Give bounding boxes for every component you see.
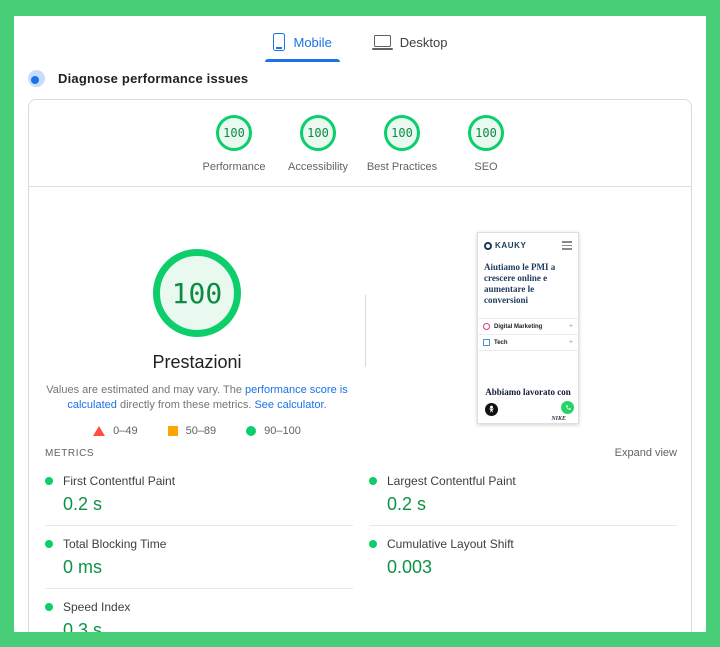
tab-mobile[interactable]: Mobile (257, 26, 348, 62)
metrics-title: METRICS (45, 447, 95, 459)
legend-fail-range: 0–49 (113, 425, 138, 437)
gauge-accessibility[interactable]: 100 Accessibility (276, 115, 360, 173)
metric-label: Speed Index (63, 600, 131, 614)
metrics-header: METRICS Expand view (29, 437, 691, 463)
gauge-performance-label: Performance (202, 161, 266, 173)
hamburger-icon (562, 241, 572, 250)
green-dot-icon (45, 540, 53, 548)
category-gauges: 100 Performance 100 Accessibility 100 Be… (29, 100, 691, 187)
score-disclaimer: Values are estimated and may vary. The p… (41, 383, 353, 413)
page-screenshot-thumbnail: KAUKY Aiutiamo le PMI a crescere online … (477, 232, 579, 424)
vertical-divider (365, 295, 366, 367)
thumbnail-accordion-list: Digital Marketing + Tech + (478, 318, 578, 351)
red-triangle-icon (93, 426, 106, 436)
gauge-seo[interactable]: 100 SEO (444, 115, 528, 173)
device-tabbar: Mobile Desktop (14, 16, 706, 62)
metric-value: 0.2 s (63, 494, 103, 514)
gauge-accessibility-score: 100 (300, 115, 336, 151)
metric-value: 0.3 s (63, 620, 103, 632)
tech-icon (483, 339, 490, 346)
score-legend: 0–49 50–89 90–100 (93, 425, 301, 437)
legend-pass: 90–100 (246, 425, 301, 437)
gauge-seo-score: 100 (468, 115, 504, 151)
metric-label: Cumulative Layout Shift (387, 537, 514, 551)
metric-largest-contentful-paint: Largest Contentful Paint 0.2 s (369, 463, 677, 526)
tab-desktop[interactable]: Desktop (358, 26, 464, 62)
score-pane: 100 Prestazioni Values are estimated and… (29, 187, 365, 437)
metric-value: 0 ms (63, 557, 103, 577)
green-circle-icon (246, 426, 257, 436)
screenshot-pane: KAUKY Aiutiamo le PMI a crescere online … (365, 187, 691, 437)
thumbnail-heading: Aiutiamo le PMI a crescere online e aume… (484, 262, 556, 305)
list-item-label: Tech (494, 339, 508, 346)
expand-plus-icon: + (568, 322, 573, 330)
metric-label: First Contentful Paint (63, 474, 176, 488)
list-item: Digital Marketing + (478, 319, 578, 335)
green-dot-icon (45, 477, 53, 485)
legend-average-range: 50–89 (185, 425, 217, 437)
orange-square-icon (167, 426, 178, 436)
disclaimer-text-1: Values are estimated and may vary. The (46, 384, 245, 396)
partner-logo-text: NIKE (551, 416, 566, 422)
see-calculator-link[interactable]: See calculator. (254, 399, 327, 411)
metric-label: Total Blocking Time (63, 537, 167, 551)
list-item-label: Digital Marketing (494, 323, 543, 330)
expand-plus-icon: + (568, 338, 573, 346)
metrics-column-right: Largest Contentful Paint 0.2 s Cumulativ… (369, 463, 677, 632)
green-dot-icon (45, 603, 53, 611)
gauge-accessibility-label: Accessibility (288, 161, 348, 173)
tab-mobile-label: Mobile (293, 34, 332, 50)
gauge-performance[interactable]: 100 Performance (192, 115, 276, 173)
performance-score-link[interactable]: performance score is calculated (67, 384, 348, 411)
gauge-seo-label: SEO (474, 161, 498, 173)
report-page: Mobile Desktop Diagnose performance issu… (14, 16, 706, 632)
legend-average: 50–89 (167, 425, 217, 437)
green-dot-icon (369, 540, 377, 548)
kauky-logo-text: KAUKY (495, 241, 527, 250)
metric-value: 0.2 s (387, 494, 427, 514)
kauky-logo: KAUKY (484, 241, 526, 250)
blue-dot-toggle-icon[interactable] (28, 70, 45, 87)
performance-title: Prestazioni (152, 352, 242, 372)
legend-fail: 0–49 (93, 425, 138, 437)
thumbnail-header: KAUKY (478, 233, 578, 254)
performance-score-gauge: 100 (153, 249, 241, 337)
metric-value: 0.003 (387, 557, 433, 577)
gauge-best-practices-score: 100 (384, 115, 420, 151)
laptop-icon (371, 34, 393, 50)
gauge-best-practices-label: Best Practices (366, 161, 438, 173)
digital-marketing-icon (483, 323, 490, 330)
gauge-best-practices[interactable]: 100 Best Practices (360, 115, 444, 173)
performance-summary: 100 Prestazioni Values are estimated and… (29, 187, 691, 437)
diagnose-label: Diagnose performance issues (58, 71, 249, 86)
metrics-column-left: First Contentful Paint 0.2 s Total Block… (45, 463, 353, 632)
gauge-performance-score: 100 (216, 115, 252, 151)
green-dot-icon (369, 477, 377, 485)
metric-cumulative-layout-shift: Cumulative Layout Shift 0.003 (369, 526, 677, 588)
metric-speed-index: Speed Index 0.3 s (45, 589, 353, 632)
list-item: Tech + (478, 335, 578, 351)
partners-heading: Abbiamo lavorato con (485, 387, 571, 397)
disclaimer-text-2: directly from these metrics. (116, 399, 255, 411)
metric-first-contentful-paint: First Contentful Paint 0.2 s (45, 463, 353, 526)
kauky-logo-mark-icon (484, 241, 492, 250)
expand-view-button[interactable]: Expand view (614, 447, 677, 459)
diagnose-row: Diagnose performance issues (14, 62, 706, 93)
phone-icon (272, 33, 285, 51)
metric-total-blocking-time: Total Blocking Time 0 ms (45, 526, 353, 589)
tab-desktop-label: Desktop (399, 34, 448, 50)
metric-label: Largest Contentful Paint (387, 474, 516, 488)
legend-pass-range: 90–100 (264, 425, 301, 437)
whatsapp-icon (561, 401, 574, 414)
accessibility-widget-icon (485, 403, 498, 416)
metrics-grid: First Contentful Paint 0.2 s Total Block… (29, 463, 691, 632)
report-card: 100 Performance 100 Accessibility 100 Be… (28, 99, 692, 632)
